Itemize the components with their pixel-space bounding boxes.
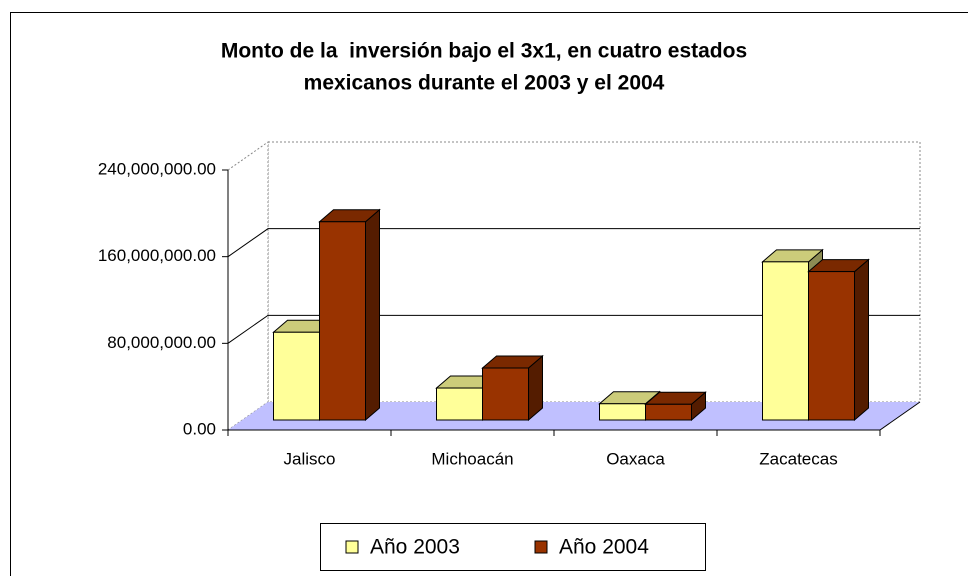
x-tick-label: Michoacán	[431, 449, 513, 468]
x-tick-label: Zacatecas	[759, 449, 837, 468]
bar-side	[365, 208, 380, 422]
side-wall	[227, 141, 269, 431]
chart-title: Monto de la inversión bajo el 3x1, en cu…	[221, 40, 747, 63]
bar	[762, 261, 809, 421]
x-tick-label: Oaxaca	[606, 449, 665, 468]
y-tick-label: 160,000,000.00	[98, 246, 216, 265]
bar	[436, 387, 483, 421]
legend-label: Año 2004	[559, 536, 649, 559]
x-tick-label: Jalisco	[284, 449, 336, 468]
y-tick-label: 80,000,000.00	[107, 333, 216, 352]
legend-swatch	[345, 540, 359, 554]
y-tick-label: 0.00	[183, 419, 216, 438]
bar	[645, 403, 692, 421]
legend-label: Año 2003	[370, 536, 460, 559]
chart-title: mexicanos durante el 2003 y el 2004	[304, 72, 665, 95]
floor	[228, 402, 920, 430]
bar-side	[854, 258, 869, 422]
legend-box	[320, 523, 706, 571]
bar	[273, 331, 320, 421]
grid-line	[227, 228, 920, 258]
legend-swatch	[534, 540, 548, 554]
bar	[599, 403, 646, 421]
y-tick-label: 240,000,000.00	[98, 159, 216, 178]
bar	[808, 271, 855, 421]
bar	[319, 221, 366, 421]
bar	[482, 367, 529, 421]
grid-line	[227, 314, 920, 344]
